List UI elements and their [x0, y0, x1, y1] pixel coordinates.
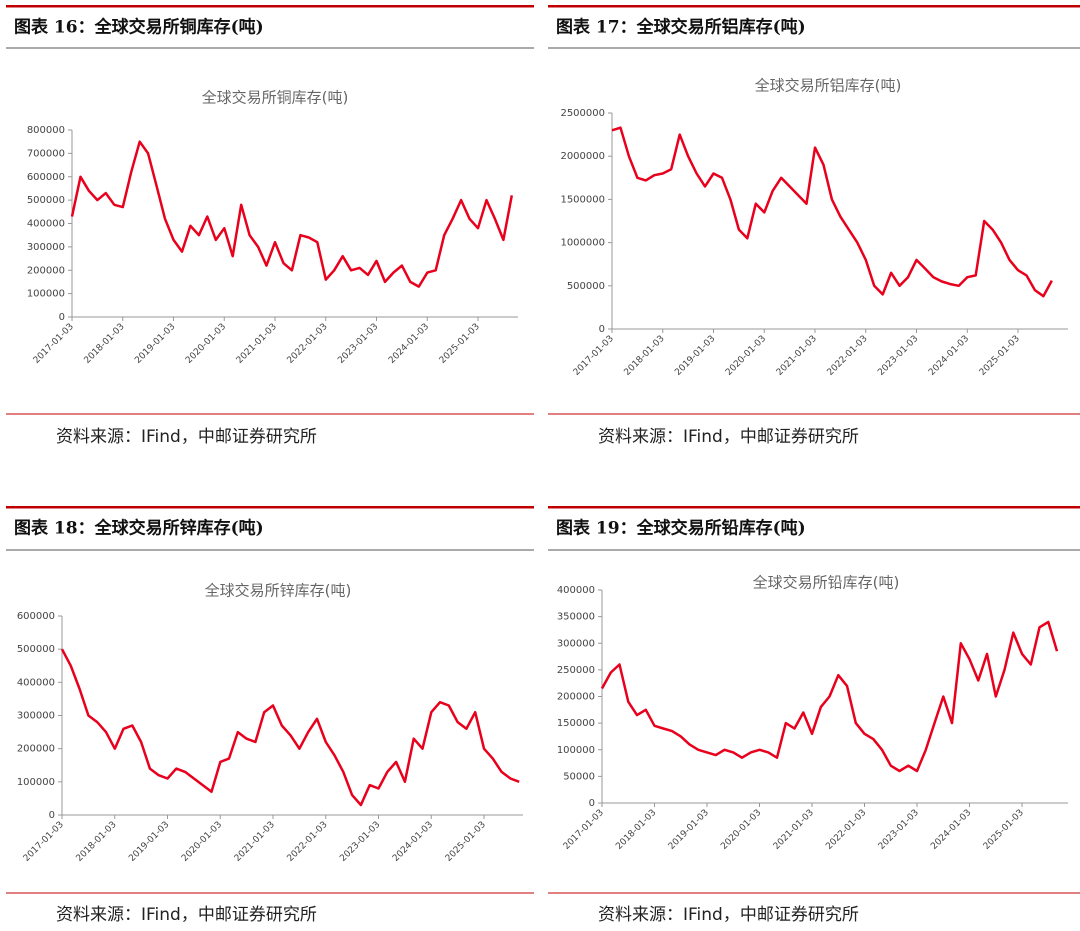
y-tick-label: 300000 [27, 242, 65, 253]
x-tick-label: 2020-01-03 [184, 322, 228, 366]
y-tick-label: 250000 [557, 665, 595, 676]
x-tick-label: 2024-01-03 [929, 808, 973, 852]
chart-title: 全球交易所铅库存(吨) [753, 574, 900, 592]
series-line [70, 140, 514, 288]
x-tick-label: 2025-01-03 [438, 322, 482, 366]
x-tick-label: 2018-01-03 [75, 820, 119, 864]
x-tick-label: 2020-01-03 [724, 334, 768, 378]
x-tick-label: 2025-01-03 [978, 334, 1022, 378]
y-tick-label: 200000 [557, 692, 595, 703]
y-tick-label: 1000000 [560, 238, 605, 249]
figure-caption: 图表 18：全球交易所锌库存(吨) [14, 518, 264, 539]
figure-caption: 图表 19：全球交易所铅库存(吨) [556, 518, 806, 539]
x-tick-label: 2019-01-03 [127, 820, 171, 864]
top-rule [6, 5, 534, 8]
x-tick-label: 2023-01-03 [336, 322, 380, 366]
top-rule [6, 506, 534, 509]
x-tick-label: 2022-01-03 [824, 808, 868, 852]
top-rule [548, 5, 1080, 8]
x-tick-label: 2018-01-03 [83, 322, 127, 366]
x-tick-label: 2018-01-03 [614, 808, 658, 852]
y-tick-label: 200000 [17, 744, 55, 755]
x-tick-label: 2022-01-03 [286, 322, 330, 366]
x-tick-label: 2019-01-03 [673, 334, 717, 378]
y-tick-label: 2000000 [560, 151, 605, 162]
y-tick-label: 600000 [27, 172, 65, 183]
x-tick-label: 2019-01-03 [667, 808, 711, 852]
x-tick-label: 2017-01-03 [562, 808, 606, 852]
y-tick-label: 1500000 [560, 194, 605, 205]
y-tick-label: 300000 [557, 638, 595, 649]
x-tick-label: 2020-01-03 [719, 808, 763, 852]
series-line [60, 648, 520, 807]
y-tick-label: 100000 [27, 289, 65, 300]
x-tick-label: 2022-01-03 [286, 820, 330, 864]
y-tick-label: 400000 [27, 219, 65, 230]
series-line [600, 620, 1059, 773]
x-tick-label: 2024-01-03 [391, 820, 435, 864]
x-tick-label: 2018-01-03 [623, 334, 667, 378]
x-tick-label: 2022-01-03 [826, 334, 870, 378]
source-note: 资料来源：IFind，中邮证券研究所 [598, 905, 859, 925]
x-tick-label: 2017-01-03 [22, 820, 66, 864]
source-note: 资料来源：IFind，中邮证券研究所 [56, 427, 317, 447]
y-tick-label: 0 [589, 798, 595, 809]
x-tick-label: 2019-01-03 [133, 322, 177, 366]
chart-title: 全球交易所铜库存(吨) [202, 89, 349, 107]
figure-caption: 图表 16：全球交易所铜库存(吨) [14, 17, 264, 38]
y-tick-label: 500000 [17, 644, 55, 655]
x-tick-label: 2023-01-03 [338, 820, 382, 864]
y-tick-label: 700000 [27, 148, 65, 159]
x-tick-label: 2024-01-03 [927, 334, 971, 378]
x-tick-label: 2017-01-03 [32, 322, 76, 366]
y-tick-label: 0 [49, 810, 55, 821]
x-tick-label: 2024-01-03 [387, 322, 431, 366]
y-tick-label: 50000 [563, 771, 595, 782]
x-tick-label: 2017-01-03 [572, 334, 616, 378]
x-tick-label: 2021-01-03 [775, 334, 819, 378]
source-note: 资料来源：IFind，中邮证券研究所 [56, 905, 317, 925]
y-tick-label: 500000 [27, 195, 65, 206]
x-tick-label: 2025-01-03 [982, 808, 1026, 852]
y-tick-label: 0 [59, 312, 65, 323]
y-tick-label: 400000 [17, 677, 55, 688]
x-tick-label: 2021-01-03 [772, 808, 816, 852]
x-tick-label: 2021-01-03 [235, 322, 279, 366]
y-tick-label: 350000 [557, 612, 595, 623]
chart-title: 全球交易所铝库存(吨) [755, 77, 902, 95]
y-tick-label: 500000 [567, 281, 605, 292]
figure-caption: 图表 17：全球交易所铝库存(吨) [556, 17, 806, 38]
y-tick-label: 400000 [557, 585, 595, 596]
y-tick-label: 800000 [27, 125, 65, 136]
y-tick-label: 0 [599, 324, 605, 335]
x-tick-label: 2021-01-03 [233, 820, 277, 864]
series-line [611, 126, 1053, 298]
x-tick-label: 2020-01-03 [180, 820, 224, 864]
source-note: 资料来源：IFind，中邮证券研究所 [598, 427, 859, 447]
x-tick-label: 2025-01-03 [444, 820, 488, 864]
x-tick-label: 2023-01-03 [876, 334, 920, 378]
chart-title: 全球交易所锌库存(吨) [205, 582, 352, 600]
top-rule [548, 506, 1080, 509]
y-tick-label: 300000 [17, 711, 55, 722]
y-tick-label: 600000 [17, 611, 55, 622]
y-tick-label: 200000 [27, 265, 65, 276]
y-tick-label: 150000 [557, 718, 595, 729]
y-tick-label: 2500000 [560, 108, 605, 119]
y-tick-label: 100000 [17, 777, 55, 788]
x-tick-label: 2023-01-03 [877, 808, 921, 852]
y-tick-label: 100000 [557, 745, 595, 756]
